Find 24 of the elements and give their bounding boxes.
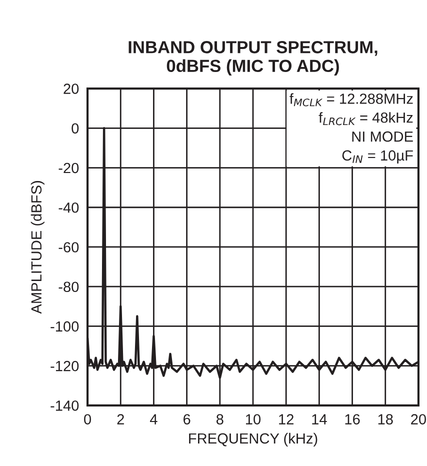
x-tick-label: 10 bbox=[246, 414, 261, 424]
y-tick-label: -100 bbox=[50, 321, 79, 332]
y-tick-label: -60 bbox=[58, 242, 79, 252]
y-tick-label: -40 bbox=[58, 202, 79, 213]
x-tick-label: 2 bbox=[117, 414, 124, 424]
y-tick-label: -20 bbox=[58, 162, 79, 174]
y-tick-label: 20 bbox=[64, 84, 79, 94]
y-tick-label: -140 bbox=[50, 400, 79, 411]
x-tick-label: 14 bbox=[312, 414, 327, 424]
x-tick-label: 0 bbox=[84, 414, 92, 424]
text: f$_{MCLK}$ = 12.288MHz f$_{LRCLK}$ = 48kHz NI MODE C$_{IN}$ = 10µF bbox=[290, 93, 413, 164]
x-tick-label: 20 bbox=[411, 414, 426, 424]
x-tick-label: 6 bbox=[184, 414, 190, 424]
y-tick-label: -80 bbox=[58, 282, 79, 292]
chart-title: INBAND OUTPUT SPECTRUM, 0dBFS (MIC TO ADC) bbox=[128, 41, 378, 76]
y-axis-title: AMPLITUDE (dBFS) bbox=[30, 181, 44, 314]
y-tick-label: 0 bbox=[72, 123, 79, 134]
x-tick-label: 18 bbox=[378, 414, 393, 424]
x-tick-label: 16 bbox=[345, 414, 360, 424]
x-tick-label: 8 bbox=[216, 414, 224, 424]
x-axis-title: FREQUENCY (kHz) bbox=[189, 432, 318, 446]
y-tick-label: -120 bbox=[50, 360, 79, 372]
x-tick-label: 4 bbox=[150, 414, 158, 424]
x-tick-label: 12 bbox=[279, 414, 294, 424]
